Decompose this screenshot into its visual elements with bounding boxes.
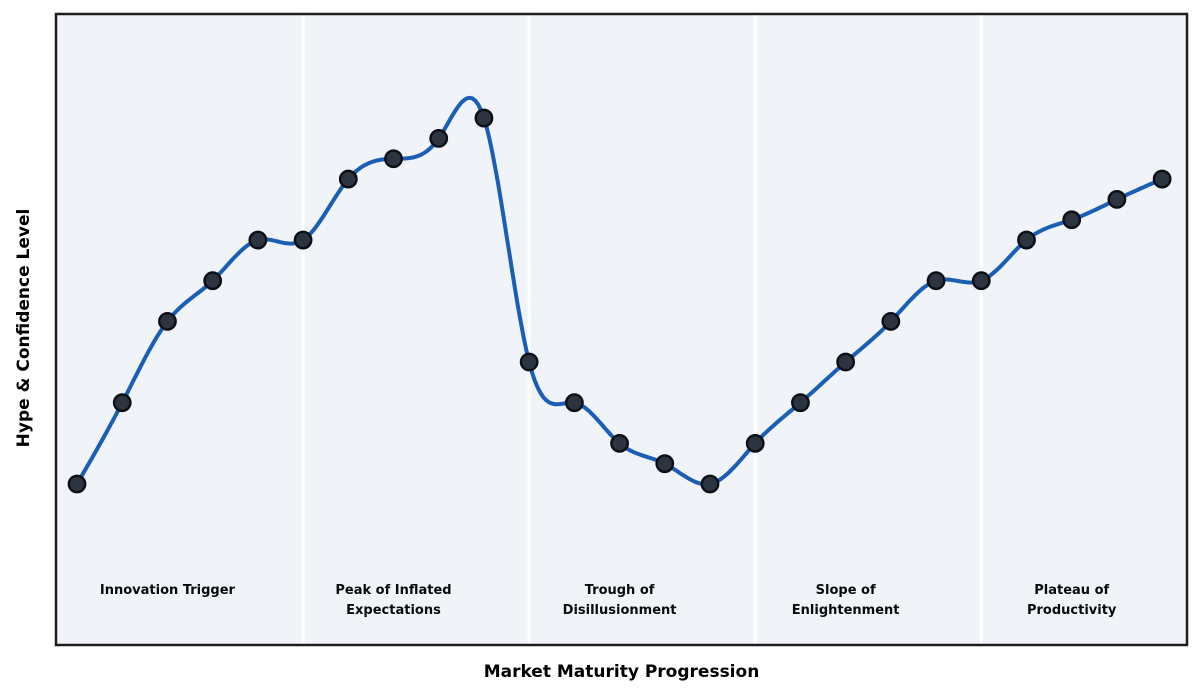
data-point-marker <box>203 271 223 291</box>
x-axis-label: Market Maturity Progression <box>483 662 760 682</box>
data-point-marker <box>1107 189 1127 209</box>
data-point-marker <box>926 271 946 291</box>
data-point-marker <box>338 169 358 189</box>
plot-background <box>56 14 1187 645</box>
data-point-marker <box>745 433 765 453</box>
plot-border <box>54 12 1189 647</box>
data-point-marker <box>881 311 901 331</box>
data-point-marker <box>1017 230 1036 250</box>
data-point-marker <box>700 474 720 494</box>
data-point-marker <box>429 129 449 148</box>
data-point-marker <box>655 454 675 474</box>
data-point-marker <box>1152 169 1172 189</box>
data-point-marker <box>293 230 313 250</box>
data-point-marker <box>836 352 856 372</box>
data-point-marker <box>248 230 268 250</box>
data-point-marker <box>112 393 132 413</box>
data-point-marker <box>384 149 403 169</box>
data-point-marker <box>971 271 991 291</box>
y-axis-label: Hype & Confidence Level <box>14 208 34 448</box>
data-point-marker <box>564 393 584 413</box>
data-point-marker <box>67 474 87 494</box>
data-point-marker <box>791 393 810 413</box>
data-point-marker <box>1062 210 1082 230</box>
data-point-marker <box>610 433 629 453</box>
data-point-marker <box>519 352 539 372</box>
data-point-marker <box>158 311 177 331</box>
data-point-marker <box>474 108 494 128</box>
